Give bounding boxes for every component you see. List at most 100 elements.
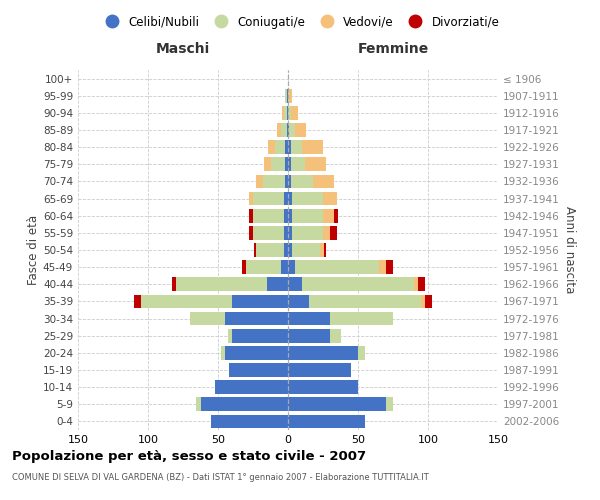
Bar [295,260,379,274]
Bar [288,174,291,188]
Bar [287,123,288,137]
Bar [141,294,232,308]
Bar [295,123,306,137]
Bar [253,209,284,222]
Bar [176,278,267,291]
Bar [330,312,393,326]
Bar [334,209,338,222]
Bar [277,123,281,137]
Bar [246,260,281,274]
Bar [253,226,284,239]
Bar [288,226,292,239]
Bar [288,278,302,291]
Bar [292,192,323,205]
Bar [229,363,288,377]
Y-axis label: Anni di nascita: Anni di nascita [563,206,576,294]
Bar [323,226,330,239]
Bar [288,192,292,205]
Bar [288,158,291,171]
Bar [285,89,287,102]
Bar [288,346,358,360]
Bar [268,140,275,154]
Bar [284,106,287,120]
Bar [285,158,288,171]
Bar [323,192,337,205]
Bar [284,192,288,205]
Bar [288,243,292,257]
Bar [232,294,288,308]
Bar [232,329,288,342]
Bar [288,363,351,377]
Bar [288,312,330,326]
Bar [414,278,418,291]
Bar [225,346,288,360]
Text: COMUNE DI SELVA DI VAL GARDENA (BZ) - Dati ISTAT 1° gennaio 2007 - Elaborazione : COMUNE DI SELVA DI VAL GARDENA (BZ) - Da… [12,472,429,482]
Bar [288,209,292,222]
Bar [211,414,288,428]
Bar [289,89,292,102]
Bar [134,294,141,308]
Bar [288,123,289,137]
Bar [253,192,284,205]
Bar [291,158,305,171]
Bar [288,380,358,394]
Bar [288,294,309,308]
Bar [302,140,323,154]
Bar [421,294,425,308]
Bar [288,106,291,120]
Bar [283,106,284,120]
Text: Femmine: Femmine [358,42,428,56]
Bar [291,106,298,120]
Bar [285,174,288,188]
Bar [379,260,386,274]
Bar [291,174,313,188]
Bar [242,260,246,274]
Bar [256,243,284,257]
Bar [196,398,201,411]
Text: Popolazione per età, sesso e stato civile - 2007: Popolazione per età, sesso e stato civil… [12,450,366,463]
Bar [425,294,432,308]
Bar [313,174,334,188]
Bar [254,243,256,257]
Bar [172,278,176,291]
Bar [285,140,288,154]
Bar [256,174,263,188]
Bar [215,380,288,394]
Bar [263,174,285,188]
Bar [190,312,225,326]
Bar [271,158,285,171]
Bar [288,398,386,411]
Bar [288,140,291,154]
Bar [302,278,414,291]
Bar [284,226,288,239]
Bar [291,140,302,154]
Bar [288,414,365,428]
Bar [292,226,323,239]
Bar [386,260,393,274]
Bar [284,243,288,257]
Bar [287,89,288,102]
Bar [287,106,288,120]
Bar [320,243,325,257]
Bar [249,192,253,205]
Legend: Celibi/Nubili, Coniugati/e, Vedovi/e, Divorziati/e: Celibi/Nubili, Coniugati/e, Vedovi/e, Di… [96,11,504,34]
Bar [330,329,341,342]
Bar [309,294,421,308]
Bar [249,226,253,239]
Bar [228,329,232,342]
Bar [289,123,295,137]
Bar [325,243,326,257]
Bar [292,243,320,257]
Bar [281,123,287,137]
Bar [288,89,289,102]
Bar [288,260,295,274]
Bar [225,312,288,326]
Bar [264,158,271,171]
Bar [418,278,425,291]
Bar [323,209,334,222]
Bar [275,140,285,154]
Bar [330,226,337,239]
Bar [292,209,323,222]
Bar [201,398,288,411]
Bar [267,278,288,291]
